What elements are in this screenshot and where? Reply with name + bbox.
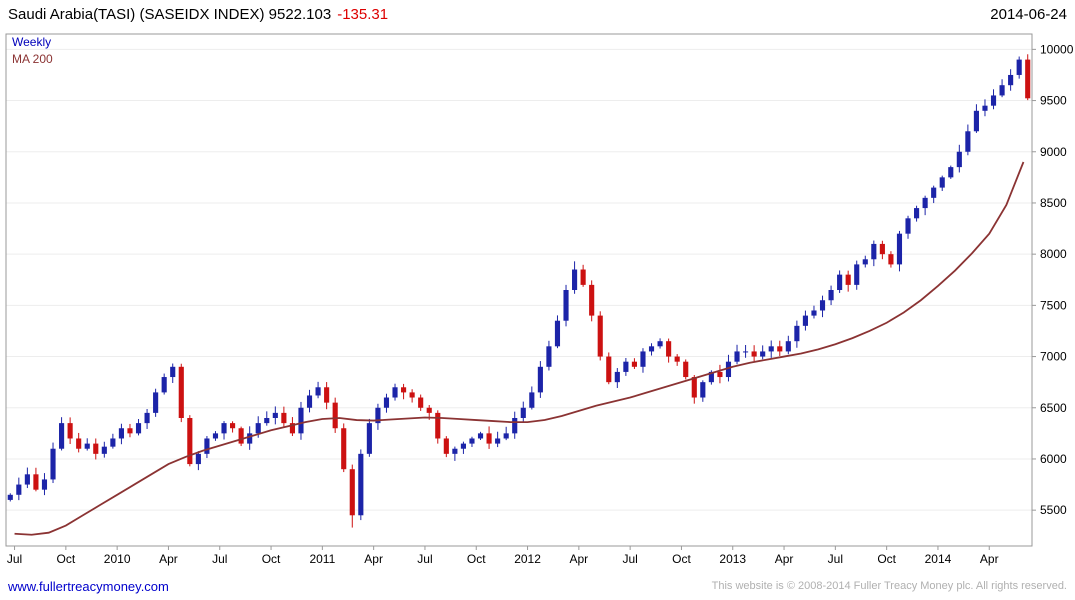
footer-link[interactable]: www.fullertreacymoney.com	[8, 578, 169, 594]
legend-weekly: Weekly	[12, 35, 52, 49]
page-title: Saudi Arabia(TASI) (SASEIDX INDEX) 9522.…	[8, 6, 332, 23]
svg-text:2010: 2010	[104, 552, 131, 566]
footer-bar: www.fullertreacymoney.com This website i…	[0, 572, 1075, 600]
svg-text:8000: 8000	[1040, 247, 1067, 261]
svg-text:7500: 7500	[1040, 298, 1067, 312]
legend-ma200: MA 200	[12, 52, 53, 66]
svg-text:Apr: Apr	[775, 552, 794, 566]
svg-text:Oct: Oct	[467, 552, 486, 566]
svg-text:9500: 9500	[1040, 94, 1067, 108]
svg-text:Oct: Oct	[877, 552, 896, 566]
svg-text:Oct: Oct	[262, 552, 281, 566]
svg-text:Apr: Apr	[980, 552, 999, 566]
svg-text:Jul: Jul	[212, 552, 227, 566]
svg-text:Jul: Jul	[828, 552, 843, 566]
price-change: -135.31	[337, 6, 389, 23]
chart-legend: Weekly MA 200	[12, 34, 53, 68]
svg-text:Apr: Apr	[570, 552, 589, 566]
svg-text:Oct: Oct	[672, 552, 691, 566]
svg-text:9000: 9000	[1040, 145, 1067, 159]
svg-text:2012: 2012	[514, 552, 541, 566]
svg-text:Jul: Jul	[622, 552, 637, 566]
date-label: 2014-06-24	[990, 6, 1067, 23]
svg-text:8500: 8500	[1040, 196, 1067, 210]
svg-text:5500: 5500	[1040, 503, 1067, 517]
svg-text:7000: 7000	[1040, 350, 1067, 364]
svg-text:2011: 2011	[309, 552, 335, 566]
svg-text:Apr: Apr	[159, 552, 178, 566]
svg-text:6500: 6500	[1040, 401, 1067, 415]
svg-text:2014: 2014	[925, 552, 952, 566]
copyright-text: This website is © 2008-2014 Fuller Treac…	[711, 580, 1067, 592]
svg-text:Apr: Apr	[364, 552, 383, 566]
price-chart: 10000 9500 9000 8500 8000 7500 7000 6500 6000 550…	[5, 33, 1074, 566]
svg-text:Oct: Oct	[57, 552, 76, 566]
svg-text:6000: 6000	[1040, 452, 1067, 466]
svg-text:10000: 10000	[1040, 42, 1074, 56]
header-bar: Saudi Arabia(TASI) (SASEIDX INDEX) 9522.…	[8, 6, 1067, 26]
svg-text:Jul: Jul	[417, 552, 432, 566]
title-wrap: Saudi Arabia(TASI) (SASEIDX INDEX) 9522.…	[8, 6, 388, 26]
svg-text:2013: 2013	[719, 552, 746, 566]
svg-text:Jul: Jul	[7, 552, 22, 566]
